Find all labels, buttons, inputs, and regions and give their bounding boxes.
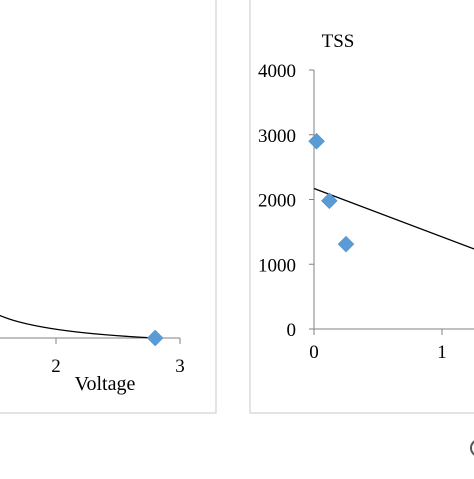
right-y-tick-label: 4000 <box>258 61 296 82</box>
right-y-tick-label: 1000 <box>258 255 296 276</box>
right-data-point <box>308 132 325 150</box>
right-x-tick-label: 0 <box>309 342 319 363</box>
left-chart: 2 3 Voltage <box>0 314 185 395</box>
right-y-tick-label: 3000 <box>258 126 296 147</box>
right-chart: TSS 0 1000 2000 3000 4000 0 1 <box>258 31 474 363</box>
left-x-tick-label: 2 <box>51 356 61 377</box>
right-y-tick-label: 2000 <box>258 191 296 212</box>
left-data-point <box>146 329 164 347</box>
left-chart-frame <box>0 0 217 414</box>
edge-marker-icon <box>470 440 474 456</box>
right-chart-title: TSS <box>322 31 355 52</box>
right-data-point <box>337 235 355 253</box>
right-y-tick-label: 0 <box>287 320 297 341</box>
left-x-tick-label: 3 <box>175 356 185 377</box>
right-data-point <box>321 192 338 210</box>
right-x-tick-label: 1 <box>437 342 447 363</box>
right-trendline <box>313 187 474 250</box>
left-x-axis-title: Voltage <box>75 373 136 395</box>
left-trendline <box>0 314 156 339</box>
right-chart-frame <box>249 0 474 414</box>
